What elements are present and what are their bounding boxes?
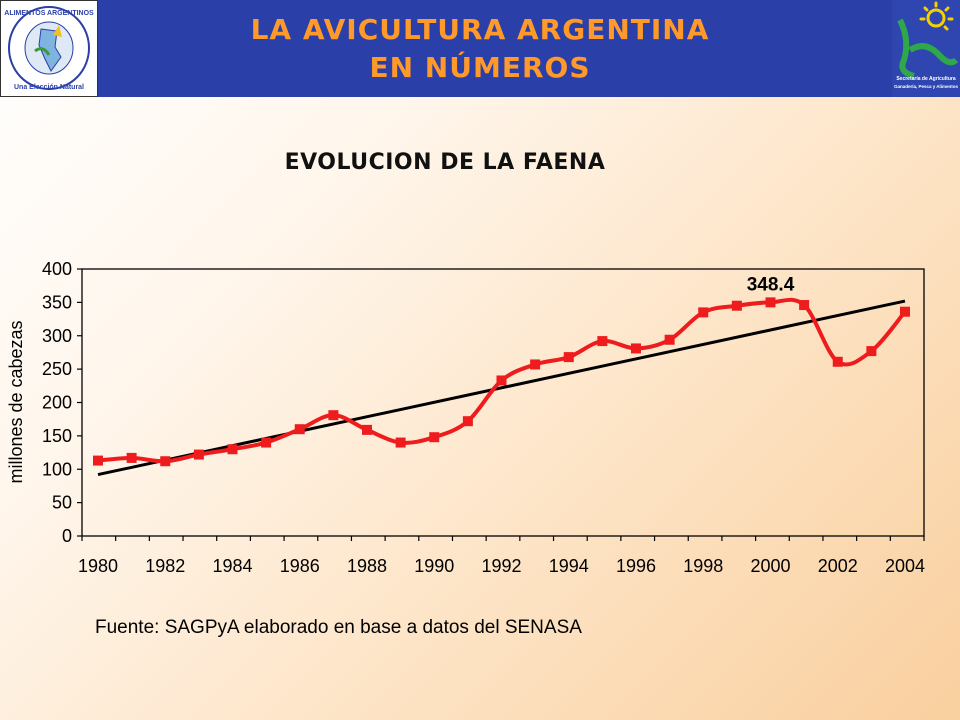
y-axis-label: millones de cabezas: [6, 320, 26, 483]
y-tick-label: 350: [42, 292, 72, 312]
data-point: [462, 416, 473, 427]
x-tick-label: 2000: [750, 556, 790, 576]
data-point: [698, 307, 709, 318]
svg-text:Secretaría de Agricultura: Secretaría de Agricultura: [896, 76, 956, 82]
y-tick-label: 100: [42, 459, 72, 479]
x-tick-label: 1990: [414, 556, 454, 576]
data-point: [429, 432, 440, 443]
chart-title: EVOLUCION DE LA FAENA: [284, 150, 606, 175]
svg-text:Una Elección Natural: Una Elección Natural: [14, 84, 84, 91]
data-point: [328, 410, 339, 421]
trend-line: [97, 299, 906, 477]
svg-text:Ganadería, Pesca y Alimentos: Ganadería, Pesca y Alimentos: [894, 84, 959, 89]
y-tick-label: 300: [42, 326, 72, 346]
x-tick-label: 2002: [818, 556, 858, 576]
data-point: [160, 456, 171, 467]
y-tick-label: 250: [42, 359, 72, 379]
data-point: [126, 452, 137, 463]
sagpya-logo: Secretaría de Agricultura Ganadería, Pes…: [892, 0, 960, 97]
data-point: [597, 336, 608, 347]
data-point: [496, 375, 507, 386]
data-point: [563, 352, 574, 363]
x-tick-label: 2004: [885, 556, 925, 576]
source-note: Fuente: SAGPyA elaborado en base a datos…: [95, 617, 582, 638]
data-point: [664, 334, 675, 345]
data-point: [631, 343, 641, 354]
data-point: [530, 359, 541, 370]
data-point: [900, 306, 910, 317]
data-point: [866, 346, 877, 357]
data-point: [395, 437, 406, 448]
svg-text:ALIMENTOS ARGENTINOS: ALIMENTOS ARGENTINOS: [4, 10, 94, 17]
y-tick-label: 400: [42, 259, 72, 279]
page-title-line1: LA AVICULTURA ARGENTINA: [250, 13, 710, 46]
page-title-line2: EN NÚMEROS: [369, 51, 591, 84]
y-tick-label: 0: [62, 526, 72, 546]
data-point: [261, 437, 272, 448]
data-point: [93, 455, 103, 466]
data-point: [193, 449, 204, 460]
plot-frame: [81, 268, 925, 537]
x-tick-label: 1980: [78, 556, 118, 576]
data-point: [832, 356, 843, 367]
data-point: [294, 424, 305, 435]
data-point: [227, 444, 238, 455]
faena-line-chart: 0 50 100 150 200 250 300 350 400 1980 1982 1984 1986…: [6, 259, 925, 576]
header-banner: [0, 0, 960, 97]
x-tick-label: 1992: [481, 556, 521, 576]
data-point: [799, 300, 810, 311]
x-tick-label: 1998: [683, 556, 723, 576]
peak-annotation: 348.4: [747, 274, 795, 295]
y-tick-label: 150: [42, 426, 72, 446]
y-tick-label: 50: [52, 493, 72, 513]
data-point: [362, 424, 372, 435]
y-tick-label: 200: [42, 393, 72, 413]
x-tick-label: 1994: [549, 556, 589, 576]
x-tick-label: 1986: [280, 556, 320, 576]
x-tick-label: 1996: [616, 556, 656, 576]
data-point: [765, 297, 776, 308]
data-point: [731, 300, 742, 311]
x-tick-label: 1982: [145, 556, 185, 576]
x-tick-label: 1984: [212, 556, 252, 576]
x-tick-label: 1988: [347, 556, 387, 576]
alimentos-argentinos-logo: ALIMENTOS ARGENTINOS Una Elección Natura…: [0, 0, 98, 97]
